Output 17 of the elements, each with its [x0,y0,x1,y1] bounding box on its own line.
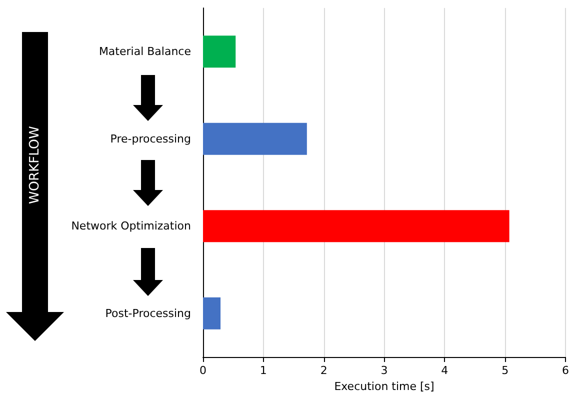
x-axis-title: Execution time [s] [334,380,434,393]
bar [203,297,221,330]
x-tick-label: 3 [380,364,388,377]
x-tick-label: 2 [320,364,328,377]
bar [203,122,307,155]
text: WORKFLOW [28,126,42,204]
y-tick-label: Network Optimization [71,220,192,233]
y-tick-label: Material Balance [98,45,192,58]
x-tick-label: 0 [200,364,206,377]
x-tick-label: 6 [562,364,569,377]
x-tick-label: 5 [502,364,509,377]
x-tick-label: 1 [260,364,267,377]
bar [203,36,236,68]
bar [203,210,510,242]
y-tick-label: Post-Processing [105,306,191,320]
x-tick-label: 4 [441,364,448,377]
y-tick-label: Pre-processing [110,132,191,146]
